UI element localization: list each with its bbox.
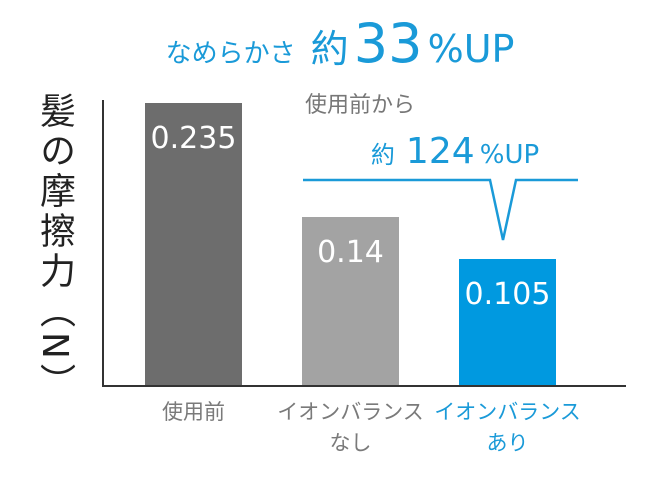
value-label: 0.14 (317, 235, 384, 270)
annotation-suffix: %UP (480, 140, 539, 170)
bar (302, 217, 399, 385)
x-tick-label: 使用前 (162, 400, 225, 424)
title-prefix: 約 (311, 27, 349, 71)
x-tick-label: イオンバランス なし (277, 400, 424, 455)
y-axis-label: 髪の摩擦力（N） (34, 92, 75, 403)
annotation-number: 124 (406, 131, 475, 172)
annotation-prefix: 約 (371, 141, 395, 169)
annotation-line1: 使用前から (305, 93, 415, 118)
value-label: 0.105 (465, 277, 551, 312)
bar (459, 259, 556, 385)
title-number: 33 (354, 12, 423, 75)
bar (145, 103, 242, 385)
chart-title: なめらかさ 約 33 %UP (166, 12, 515, 75)
title-lead: なめらかさ (166, 39, 296, 69)
x-tick-label: イオンバランス あり (434, 400, 581, 455)
annotation: 約 124 %UP (371, 131, 539, 172)
bracket (303, 178, 578, 241)
value-label: 0.235 (151, 121, 237, 156)
title-suffix: %UP (428, 27, 515, 71)
